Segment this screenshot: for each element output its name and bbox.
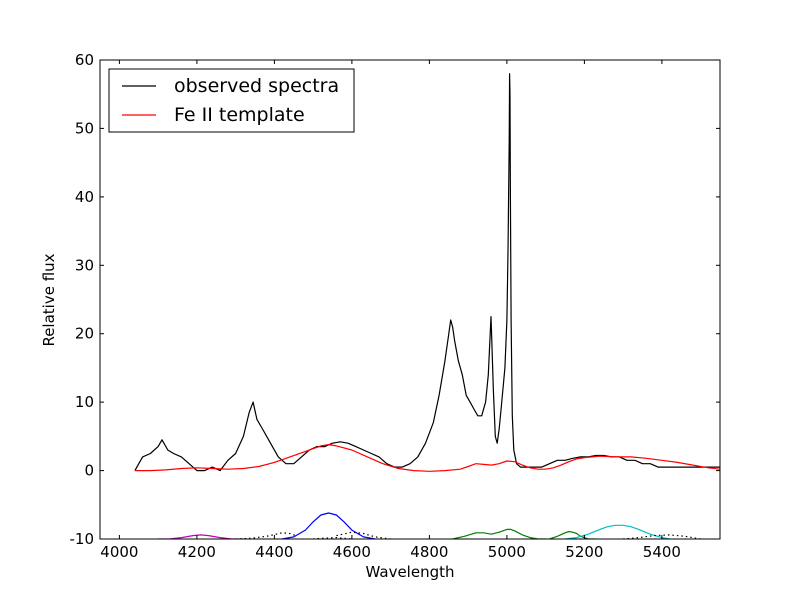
series-line-4	[452, 528, 546, 539]
series-line-5	[549, 530, 596, 539]
plot-frame	[99, 59, 721, 540]
x-tick-label: 5000	[488, 543, 526, 561]
series-line-0	[134, 73, 720, 472]
legend-label-template: Fe II template	[174, 104, 305, 126]
legend-label-observed: observed spectra	[174, 75, 339, 97]
x-axis-title: Wavelength	[366, 563, 455, 581]
y-tick-label: 30	[75, 256, 94, 274]
y-tick-label: 10	[75, 393, 94, 411]
series-layer	[134, 73, 720, 539]
y-tick-label: -10	[70, 530, 95, 548]
series-line-1	[134, 444, 720, 472]
x-tick-label: 4000	[100, 543, 138, 561]
y-axis-title: Relative flux	[40, 253, 58, 346]
x-tick-label: 4200	[178, 543, 216, 561]
series-line-8	[336, 531, 391, 539]
y-tick-label: 50	[75, 119, 94, 137]
ticks-layer: 4000 4200 4400 4600 4800 5000 5200 5400 -10 0 10 20…	[70, 51, 720, 561]
x-tick-label: 4400	[255, 543, 293, 561]
y-tick-label: 40	[75, 188, 94, 206]
x-tick-label: 5400	[643, 543, 681, 561]
y-tick-label: 0	[84, 462, 94, 480]
legend-box	[108, 68, 355, 133]
series-line-6	[564, 524, 670, 539]
y-tick-label: 60	[75, 51, 94, 69]
y-tick-label: 20	[75, 325, 94, 343]
legend: observed spectra Fe II template	[108, 68, 355, 133]
series-line-3	[281, 512, 376, 539]
series-line-2	[158, 534, 244, 539]
x-tick-label: 4800	[410, 543, 448, 561]
x-tick-label: 5200	[565, 543, 603, 561]
x-tick-label: 4600	[333, 543, 371, 561]
